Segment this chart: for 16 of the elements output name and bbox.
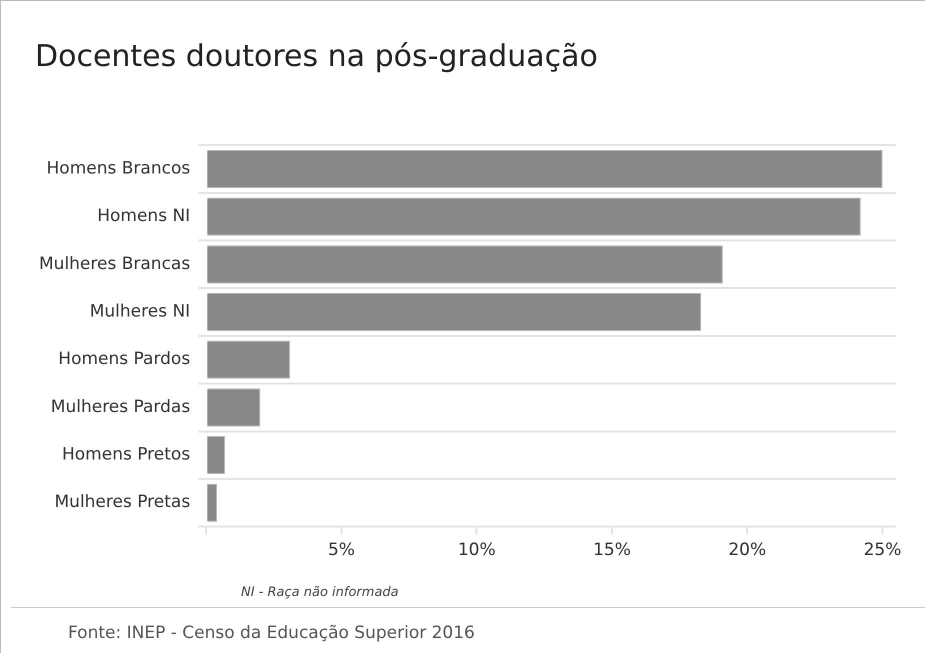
x-tick-label: 10% xyxy=(458,540,496,560)
y-tick-label: Homens Brancos xyxy=(46,158,190,178)
y-tick-label: Homens Pretos xyxy=(62,444,190,465)
x-tick-label: 5% xyxy=(328,540,355,560)
chart-title: Docentes doutores na pós-graduação xyxy=(35,39,598,74)
y-tick-label: Mulheres Pretas xyxy=(54,492,190,512)
y-tick-label: Homens Pardos xyxy=(58,349,190,370)
x-tick-label: 15% xyxy=(593,540,631,560)
y-tick-label: Mulheres NI xyxy=(90,301,190,322)
y-tick-label: Mulheres Brancas xyxy=(38,254,190,274)
x-tick-label: 25% xyxy=(864,540,902,560)
y-tick-label: Mulheres Pardas xyxy=(50,396,190,417)
text: NI - Raça não informada xyxy=(241,585,399,600)
source-note: Fonte: INEP - Censo da Educação Superior 2016 xyxy=(68,623,475,643)
x-tick-label: 20% xyxy=(728,540,766,560)
y-tick-label: Homens NI xyxy=(97,206,190,226)
